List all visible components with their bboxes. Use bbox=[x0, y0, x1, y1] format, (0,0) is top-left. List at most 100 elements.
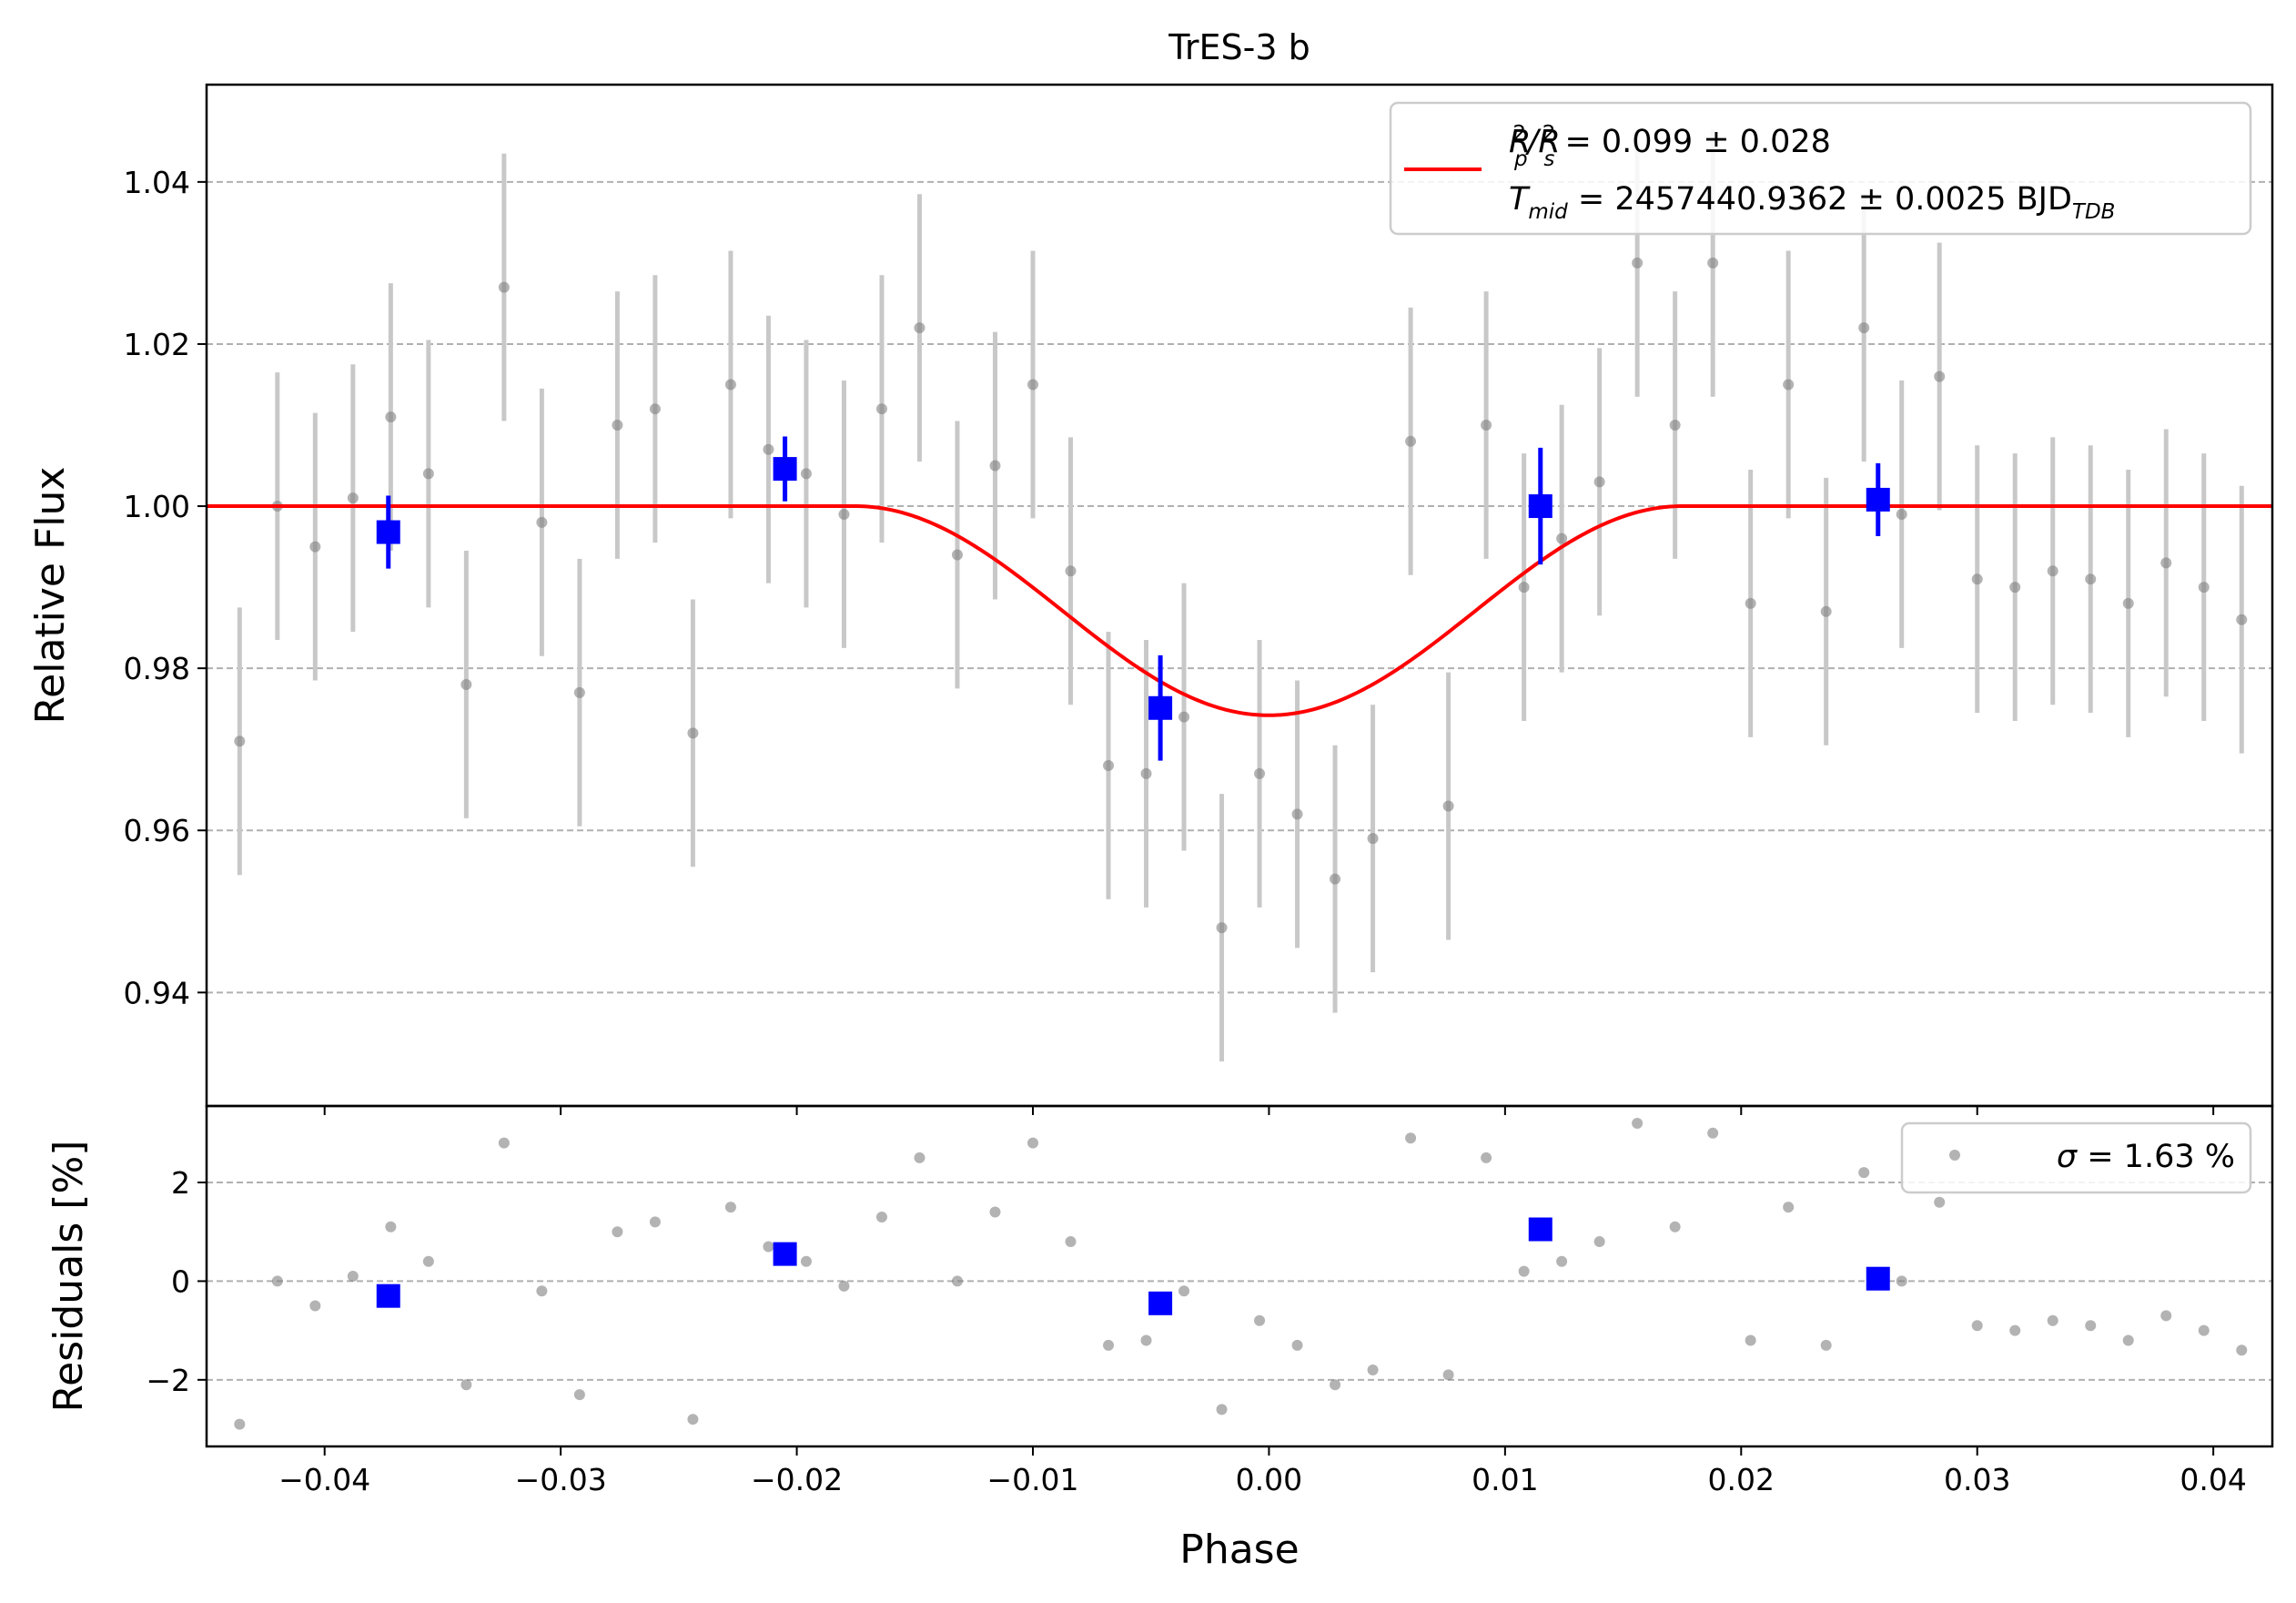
residual-point bbox=[1593, 1236, 1605, 1248]
flux-point bbox=[914, 322, 925, 334]
residual-point bbox=[1065, 1236, 1077, 1248]
residual-point bbox=[649, 1216, 661, 1228]
transit-model-line bbox=[207, 504, 2272, 717]
residual-point bbox=[385, 1221, 397, 1233]
residual-point bbox=[724, 1202, 736, 1213]
residual-point bbox=[1707, 1127, 1719, 1139]
flux-point bbox=[800, 468, 812, 480]
residual-point bbox=[1556, 1255, 1568, 1267]
flux-point bbox=[1140, 767, 1152, 779]
residual-binned-points bbox=[376, 1217, 1890, 1315]
flux-point bbox=[498, 281, 510, 293]
residual-point bbox=[1971, 1320, 1983, 1332]
flux-point bbox=[1367, 833, 1379, 845]
flux-point bbox=[460, 678, 472, 690]
residual-point bbox=[1027, 1137, 1038, 1149]
flux-point bbox=[2160, 557, 2172, 569]
flux-point bbox=[1405, 435, 1417, 447]
residual-point bbox=[2009, 1324, 2021, 1336]
residual-point bbox=[2198, 1324, 2210, 1336]
flux-point bbox=[1632, 257, 1644, 269]
residual-point bbox=[875, 1211, 887, 1223]
residual-point bbox=[1216, 1404, 1228, 1415]
residual-point bbox=[2160, 1310, 2172, 1322]
binned-point bbox=[376, 520, 400, 544]
flux-point bbox=[1481, 420, 1492, 431]
flux-point bbox=[989, 460, 1001, 472]
residual-point bbox=[234, 1418, 246, 1430]
residual-point bbox=[1745, 1334, 1756, 1346]
flux-x-ticks bbox=[323, 1106, 2215, 1115]
legend-tmid-text: Tmid = 2457440.9362 ± 0.0025 BJDTDB bbox=[1509, 181, 2115, 224]
flux-point bbox=[763, 443, 774, 455]
residual-point bbox=[1291, 1339, 1303, 1351]
residuals-panel: −2 0 2 −0.04 −0.03 −0.02 −0.01 0.00 0.01 0.02 0.0… bbox=[46, 1104, 2285, 1573]
flux-point bbox=[875, 403, 887, 415]
residual-point bbox=[1820, 1339, 1832, 1351]
flux-point bbox=[1858, 322, 1870, 334]
binned-residual-point bbox=[1528, 1217, 1553, 1242]
flux-point bbox=[1669, 420, 1681, 431]
residual-point bbox=[1367, 1364, 1379, 1375]
flux-point bbox=[1783, 379, 1795, 391]
flux-axes-frame bbox=[205, 83, 2274, 1108]
flux-point bbox=[951, 549, 963, 561]
flux-y-ticks: 0.94 0.96 0.98 1.00 1.02 1.04 bbox=[124, 165, 207, 1010]
residual-point bbox=[763, 1241, 774, 1253]
binned-point bbox=[773, 457, 797, 482]
residual-point bbox=[2274, 1424, 2285, 1435]
flux-point bbox=[2122, 597, 2134, 609]
x-tick-label: −0.02 bbox=[751, 1462, 843, 1497]
residual-point bbox=[1405, 1132, 1417, 1144]
chart-title: TrES-3 b bbox=[1168, 27, 1310, 67]
binned-residual-point bbox=[1148, 1291, 1173, 1315]
flux-point bbox=[1103, 760, 1115, 771]
x-axis-label: Phase bbox=[1179, 1527, 1299, 1573]
flux-point bbox=[1556, 533, 1568, 544]
residual-point bbox=[2047, 1314, 2058, 1326]
residual-point bbox=[800, 1255, 812, 1267]
flux-point bbox=[2085, 573, 2097, 585]
flux-y-tick-label: 0.98 bbox=[124, 651, 190, 686]
flux-legend: R2 p/R2 s = 0.099 ± 0.028 Tmid = 2457440.9… bbox=[1389, 101, 2252, 236]
residual-point bbox=[951, 1275, 963, 1287]
residual-point bbox=[2122, 1334, 2134, 1346]
binned-residual-point bbox=[1866, 1266, 1890, 1291]
flux-y-tick-label: 0.94 bbox=[124, 975, 190, 1010]
flux-point bbox=[2047, 565, 2058, 577]
residuals-y-tick-label: 0 bbox=[171, 1263, 190, 1299]
residual-point bbox=[989, 1206, 1001, 1218]
flux-point bbox=[234, 736, 246, 747]
flux-points bbox=[207, 257, 2248, 934]
x-tick-label: 0.03 bbox=[1944, 1462, 2010, 1497]
flux-point bbox=[347, 492, 359, 504]
flux-point bbox=[422, 468, 434, 480]
residual-point bbox=[1783, 1202, 1795, 1213]
residual-point bbox=[1330, 1379, 1341, 1391]
residual-point bbox=[2236, 1344, 2248, 1356]
residual-point bbox=[2085, 1320, 2097, 1332]
residuals-y-axis-label: Residuals [%] bbox=[46, 1141, 92, 1413]
residual-point bbox=[1632, 1117, 1644, 1129]
flux-point bbox=[1934, 370, 1946, 382]
binned-point bbox=[1866, 487, 1890, 512]
residual-point bbox=[1178, 1285, 1190, 1297]
x-tick-label: 0.01 bbox=[1472, 1462, 1538, 1497]
flux-binned-points bbox=[376, 436, 1890, 761]
flux-point bbox=[385, 411, 397, 423]
flux-point bbox=[1707, 257, 1719, 269]
flux-point bbox=[1027, 379, 1038, 391]
x-tick-label: 0.02 bbox=[1708, 1462, 1775, 1497]
flux-point bbox=[1971, 573, 1983, 585]
flux-point bbox=[2236, 614, 2248, 625]
residual-point bbox=[1442, 1369, 1454, 1381]
residual-point bbox=[1669, 1221, 1681, 1233]
flux-point bbox=[1254, 767, 1266, 779]
residual-point bbox=[612, 1226, 623, 1238]
flux-point bbox=[1216, 922, 1228, 934]
x-tick-label: −0.04 bbox=[278, 1462, 370, 1497]
flux-point bbox=[724, 379, 736, 391]
flux-y-tick-label: 1.02 bbox=[124, 327, 190, 362]
residual-point bbox=[347, 1271, 359, 1282]
residuals-grid bbox=[207, 1182, 2272, 1381]
